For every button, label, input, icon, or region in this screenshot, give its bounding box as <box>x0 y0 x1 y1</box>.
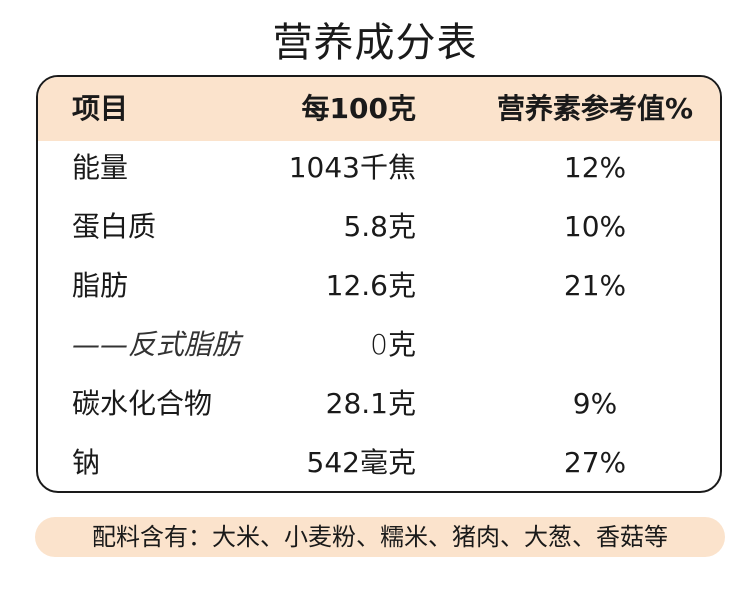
row-carbs-item: 碳水化合物 <box>72 387 213 420</box>
row-fat-nrv: 21% <box>563 269 627 302</box>
row-fat-amount: 12.6克 <box>325 269 416 302</box>
row-sodium-nrv: 27% <box>563 446 627 479</box>
ingredients-text: 配料含有：大米、小麦粉、糯米、猪肉、大葱、香菇等 <box>92 523 668 551</box>
ingredients-bar: 配料含有：大米、小麦粉、糯米、猪肉、大葱、香菇等 <box>35 517 725 557</box>
row-fat-item: 脂肪 <box>72 269 129 302</box>
row-sodium-item: 钠 <box>72 446 101 479</box>
row-energy-nrv: 12% <box>563 151 627 184</box>
row-protein-amount: 5.8克 <box>343 210 416 243</box>
table-header <box>38 77 720 141</box>
header-nrv: 营养素参考值% <box>496 92 694 125</box>
row-energy-item: 能量 <box>72 151 129 184</box>
row-energy-amount: 1043千焦 <box>288 151 416 184</box>
page-title: 营养成分表 <box>272 20 478 66</box>
row-protein-item: 蛋白质 <box>72 210 157 243</box>
row-carbs-amount: 28.1克 <box>325 387 416 420</box>
row-trans-fat-amount: 0克 <box>370 328 416 361</box>
row-trans-fat-item: ——反式脂肪 <box>72 328 241 361</box>
row-sodium-amount: 542毫克 <box>306 446 416 479</box>
row-protein-nrv: 10% <box>563 210 627 243</box>
row-carbs-nrv: 9% <box>572 387 618 420</box>
header-item: 项目 <box>72 92 129 125</box>
header-amount: 每100克 <box>301 92 416 125</box>
nutrition-table: 项目 每100克 营养素参考值% 能量 1043千焦 12% 蛋白质 5.8克 … <box>36 75 722 493</box>
